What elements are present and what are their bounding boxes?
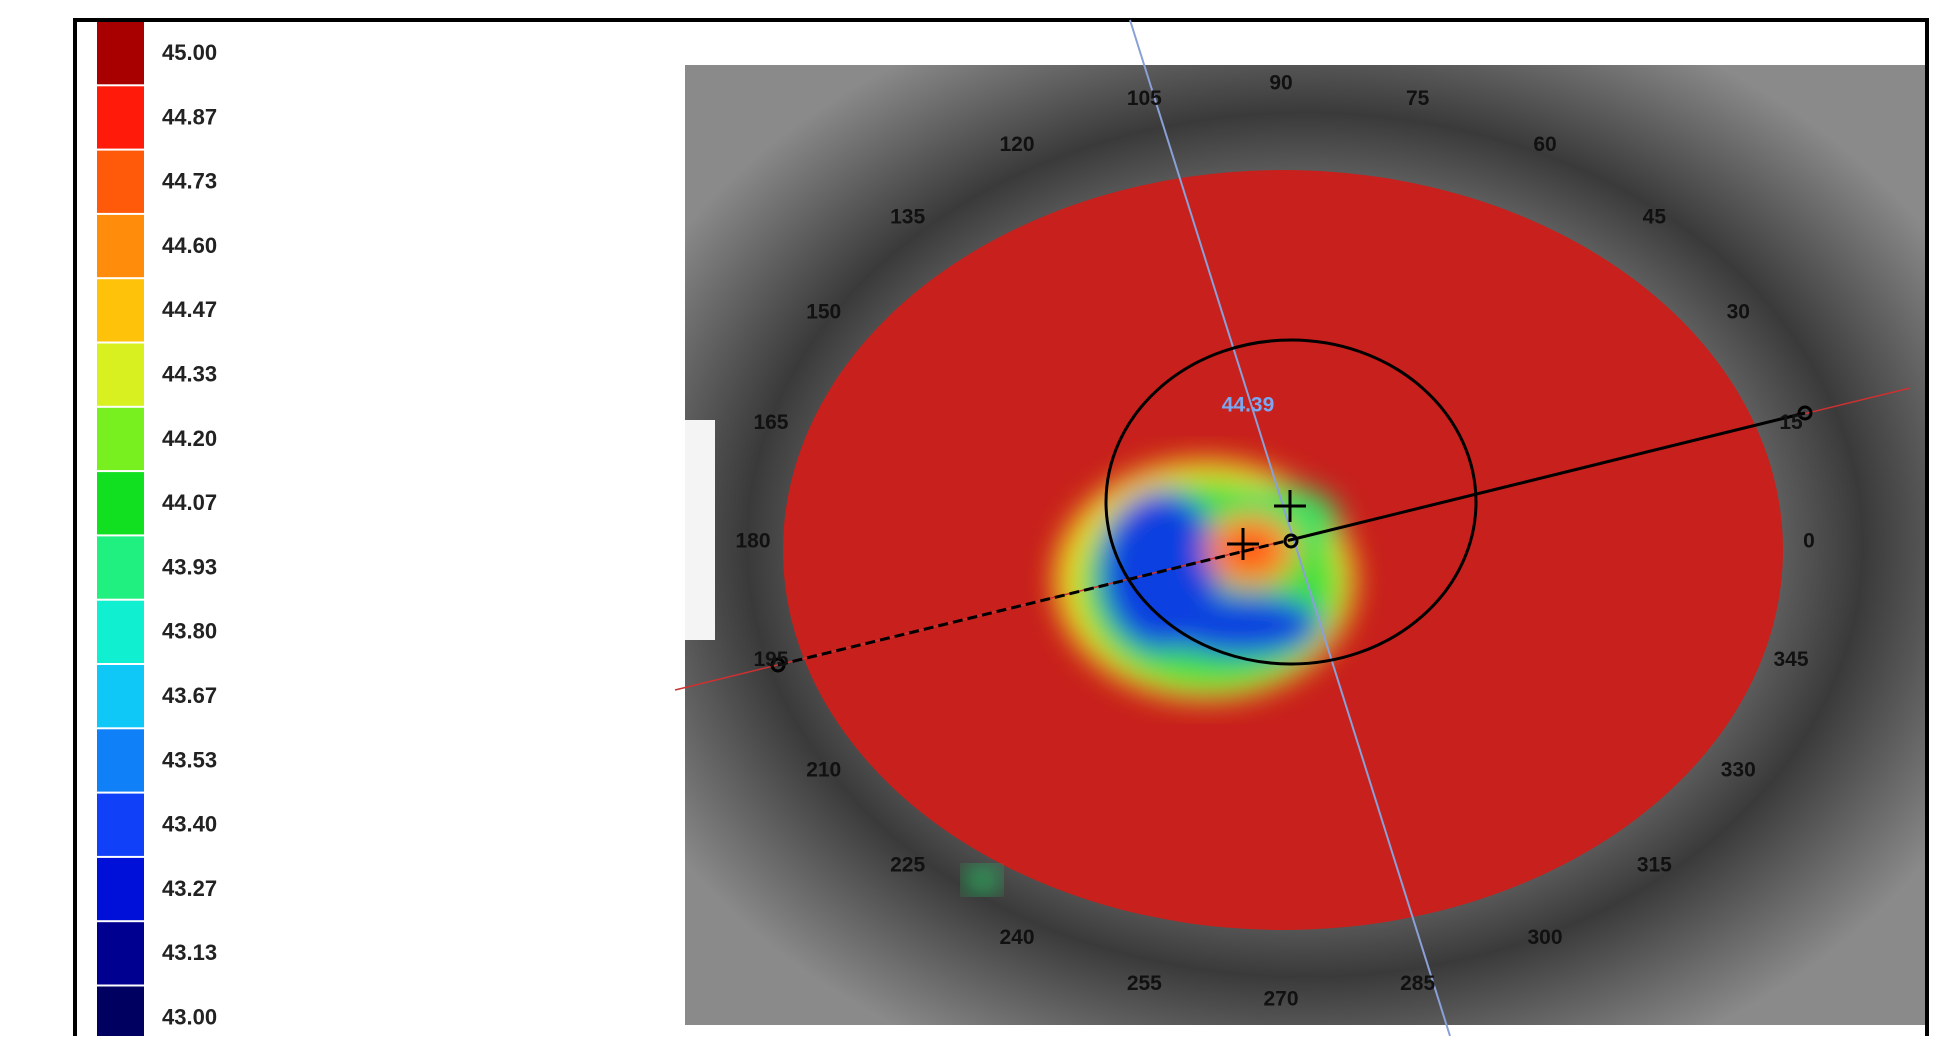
angle-label: 120 xyxy=(999,133,1034,156)
angle-label: 330 xyxy=(1721,759,1756,782)
scale-label: 44.33 xyxy=(162,361,217,386)
angle-label: 300 xyxy=(1527,926,1562,949)
angle-label: 225 xyxy=(890,853,925,876)
scale-label: 44.73 xyxy=(162,169,217,194)
scale-label: 43.40 xyxy=(162,812,217,837)
scale-label: 43.67 xyxy=(162,683,217,708)
scale-swatch xyxy=(97,151,144,213)
central-value: 44.39 xyxy=(1222,394,1275,417)
angle-label: 135 xyxy=(890,206,925,229)
angle-label: 180 xyxy=(735,530,770,553)
angle-label: 255 xyxy=(1127,972,1162,995)
scale-label: 44.60 xyxy=(162,233,217,258)
scale-swatch xyxy=(97,601,144,663)
scale-label: 44.87 xyxy=(162,104,217,129)
angle-label: 45 xyxy=(1643,206,1667,229)
scale-swatch xyxy=(97,344,144,406)
angle-label: 195 xyxy=(753,648,788,671)
angle-label: 240 xyxy=(999,926,1034,949)
angle-label: 60 xyxy=(1533,133,1556,156)
topography-view: 44.39 45.00 44.87 44.73 44.60 44.47 44.33 44.2… xyxy=(0,0,1936,1036)
angle-label: 210 xyxy=(806,759,841,782)
angle-label: 270 xyxy=(1263,988,1298,1011)
scale-label: 43.27 xyxy=(162,876,217,901)
scale-swatch xyxy=(97,215,144,277)
scale-swatch xyxy=(97,22,144,84)
scale-swatch xyxy=(97,729,144,791)
scale-label: 43.53 xyxy=(162,747,217,772)
scale-swatch xyxy=(97,279,144,341)
scale-label: 44.07 xyxy=(162,490,217,515)
angle-label: 15 xyxy=(1779,411,1803,434)
topography-map xyxy=(783,170,1783,930)
scale-label: 43.00 xyxy=(162,1004,217,1029)
angle-label: 150 xyxy=(806,301,841,324)
angle-label: 105 xyxy=(1127,87,1162,110)
scale-label: 43.13 xyxy=(162,940,217,965)
page: 44.39 45.00 44.87 44.73 44.60 44.47 44.33 44.2… xyxy=(0,0,1936,1036)
angle-label: 30 xyxy=(1727,301,1750,324)
scale-swatch xyxy=(97,858,144,920)
angle-label: 90 xyxy=(1269,72,1292,95)
scale-swatch xyxy=(97,472,144,534)
scale-label: 43.80 xyxy=(162,619,217,644)
scale-label: 43.93 xyxy=(162,554,217,579)
scale-label: 45.00 xyxy=(162,40,217,65)
angle-label: 315 xyxy=(1637,853,1672,876)
angle-label: 0 xyxy=(1803,530,1815,553)
scale-swatch xyxy=(97,922,144,984)
scale-label: 44.20 xyxy=(162,426,217,451)
scale-swatch xyxy=(97,665,144,727)
angle-label: 75 xyxy=(1406,87,1430,110)
eye-highlight xyxy=(685,420,715,640)
scale-label: 44.47 xyxy=(162,297,217,322)
scale-swatch xyxy=(97,408,144,470)
angle-label: 345 xyxy=(1773,648,1808,671)
angle-label: 165 xyxy=(753,411,788,434)
angle-label: 285 xyxy=(1400,972,1435,995)
scale-swatch xyxy=(97,987,144,1037)
scale-swatch xyxy=(97,86,144,148)
scale-swatch xyxy=(97,794,144,856)
scale-swatch xyxy=(97,536,144,598)
